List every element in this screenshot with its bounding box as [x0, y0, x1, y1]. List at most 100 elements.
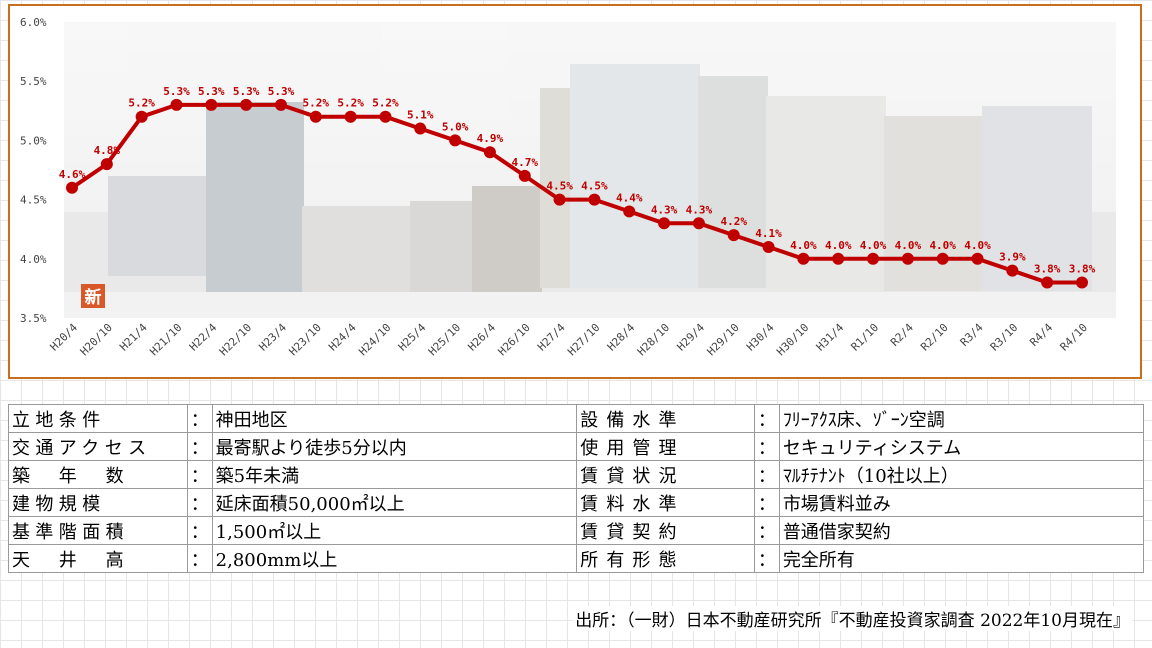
data-label: 5.2% — [303, 97, 330, 110]
y-tick-label: 3.5% — [20, 312, 47, 325]
x-tick-label: H29/4 — [674, 321, 707, 354]
data-point — [867, 252, 880, 265]
data-point — [658, 217, 671, 230]
condition-value: 延床面積50,000㎡以上 — [211, 488, 578, 517]
x-tick-label: H24/4 — [326, 321, 359, 354]
y-tick-label: 4.0% — [20, 253, 47, 266]
condition-label: 賃貸契約 — [576, 516, 755, 545]
x-tick-label: R1/10 — [849, 321, 882, 354]
data-label: 5.3% — [198, 85, 225, 98]
condition-value: 最寄駅より徒歩5分以内 — [211, 432, 578, 461]
x-tick-label: H25/4 — [396, 321, 429, 354]
y-tick-label: 4.5% — [20, 194, 47, 207]
x-tick-label: H28/10 — [635, 321, 672, 358]
data-label: 5.2% — [128, 97, 155, 110]
x-tick-label: H30/10 — [774, 321, 811, 358]
data-label: 3.8% — [1069, 262, 1096, 275]
condition-value: 神田地区 — [211, 404, 578, 433]
data-point — [240, 98, 253, 111]
data-point — [901, 252, 914, 265]
data-point — [449, 134, 462, 147]
y-axis: 3.5% 4.0% 4.5% 5.0% 5.5% 6.0% — [20, 16, 47, 325]
new-badge: 新 — [81, 284, 105, 308]
condition-label: 築 年 数 — [8, 460, 188, 489]
condition-colon: ： — [754, 516, 780, 545]
x-tick-label: H21/10 — [147, 321, 184, 358]
data-point — [309, 110, 322, 123]
x-tick-label: H20/4 — [48, 321, 81, 354]
condition-value: 市場賃料並み — [778, 488, 1145, 517]
data-label: 5.3% — [268, 85, 295, 98]
condition-value: ﾌﾘｰｱｸｽ床、ｿﾞｰﾝ空調 — [778, 404, 1145, 433]
data-point — [414, 122, 427, 135]
x-tick-label: H21/4 — [117, 321, 150, 354]
data-label: 4.4% — [616, 191, 643, 204]
data-label: 4.8% — [94, 144, 121, 157]
data-label: 5.0% — [442, 120, 469, 133]
data-label: 4.7% — [512, 156, 539, 169]
condition-colon: ： — [754, 404, 780, 433]
x-tick-label: R4/4 — [1027, 321, 1055, 349]
condition-colon: ： — [754, 460, 780, 489]
condition-value: 築5年未満 — [211, 460, 578, 489]
data-label: 4.0% — [825, 239, 852, 252]
data-label: 5.2% — [337, 97, 364, 110]
data-point — [588, 193, 601, 206]
condition-colon: ： — [754, 432, 780, 461]
condition-value: 2,800mm以上 — [211, 544, 578, 573]
data-point — [135, 110, 148, 123]
condition-colon: ： — [754, 488, 780, 517]
x-tick-label: H26/10 — [496, 321, 533, 358]
condition-label: 基準階面積 — [8, 516, 188, 545]
data-point — [483, 146, 496, 159]
x-tick-label: H22/10 — [217, 321, 254, 358]
data-point — [66, 181, 78, 194]
data-point — [832, 252, 845, 265]
data-point — [692, 217, 705, 230]
data-labels: 4.6% 4.8% 5.2% 5.3% 5.3% 5.3% 5.3% 5.2% 5.2% 5.2%… — [59, 85, 1096, 276]
condition-value: 1,500㎡以上 — [211, 516, 578, 545]
condition-row: 天 井 高： 2,800mm以上 所有形態：完全所有 — [8, 544, 1145, 573]
condition-row: 立地条件：神田地区 設備水準：ﾌﾘｰｱｸｽ床、ｿﾞｰﾝ空調 — [8, 404, 1145, 433]
property-conditions-table: 立地条件：神田地区 設備水準：ﾌﾘｰｱｸｽ床、ｿﾞｰﾝ空調 交通アクセス：最寄駅より… — [8, 404, 1145, 573]
x-tick-label: H23/10 — [287, 321, 324, 358]
data-label: 4.3% — [651, 203, 678, 216]
x-tick-label: H24/10 — [356, 321, 393, 358]
condition-colon: ： — [186, 404, 213, 433]
data-label: 4.3% — [686, 203, 713, 216]
data-label: 4.5% — [581, 180, 608, 193]
data-point — [762, 240, 775, 253]
x-tick-label: H22/4 — [187, 321, 220, 354]
new-badge-text: 新 — [85, 287, 102, 308]
condition-colon: ： — [754, 544, 780, 573]
data-point — [1076, 276, 1088, 289]
data-point — [936, 252, 949, 265]
data-point — [274, 98, 287, 111]
condition-label: 設備水準 — [576, 404, 755, 433]
data-label: 4.9% — [477, 132, 504, 145]
x-tick-label: H30/4 — [744, 321, 777, 354]
condition-colon: ： — [186, 544, 213, 573]
data-point — [1041, 276, 1054, 289]
data-label: 5.3% — [163, 85, 190, 98]
data-point — [379, 110, 392, 123]
condition-value: セキュリティシステム — [778, 432, 1145, 461]
data-point — [727, 229, 740, 242]
x-tick-label: H31/4 — [814, 321, 847, 354]
x-tick-label: H27/10 — [565, 321, 602, 358]
x-tick-label: H25/10 — [426, 321, 463, 358]
y-tick-label: 5.5% — [20, 75, 47, 88]
condition-colon: ： — [186, 488, 213, 517]
condition-label: 天 井 高 — [8, 544, 188, 573]
x-tick-label: R3/4 — [958, 321, 986, 349]
condition-label: 交通アクセス — [8, 432, 188, 461]
data-label: 4.1% — [755, 227, 782, 240]
condition-colon: ： — [186, 460, 213, 489]
condition-row: 基準階面積： 1,500㎡以上 賃貸契約：普通借家契約 — [8, 516, 1145, 545]
condition-label: 建物規模 — [8, 488, 188, 517]
x-tick-label: H28/4 — [605, 321, 638, 354]
condition-value: 普通借家契約 — [778, 516, 1145, 545]
series-line — [66, 98, 1088, 289]
condition-value: 完全所有 — [778, 544, 1145, 573]
